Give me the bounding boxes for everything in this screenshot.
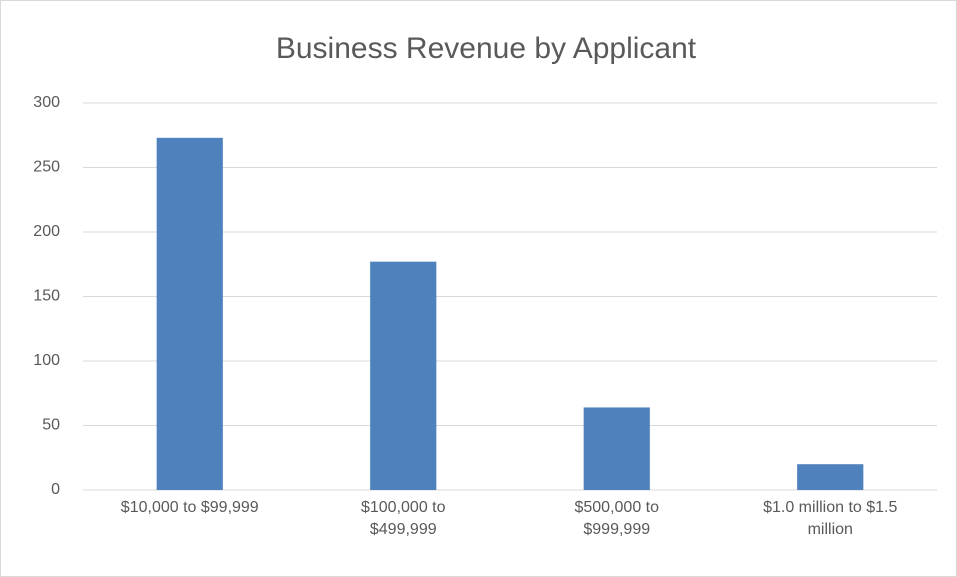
- x-tick-label: $100,000 to $499,999: [360, 499, 446, 538]
- y-tick-label: 300: [33, 94, 60, 111]
- x-tick-label: $1.0 million to $1.5 million: [763, 499, 898, 538]
- chart-title: Business Revenue by Applicant: [276, 32, 697, 65]
- x-tick-label: $500,000 to $999,999: [574, 499, 660, 538]
- bar: [370, 261, 437, 490]
- y-tick-label: 50: [42, 417, 60, 434]
- y-tick-label: 200: [33, 223, 60, 240]
- bar: [583, 407, 650, 490]
- y-tick-label: 100: [33, 352, 60, 369]
- y-tick-label: 150: [33, 288, 60, 305]
- bar: [797, 464, 864, 490]
- y-tick-label: 250: [33, 159, 60, 176]
- bar: [156, 137, 223, 490]
- x-tick-label: $10,000 to $99,999: [120, 499, 259, 516]
- y-tick-label: 0: [51, 481, 60, 498]
